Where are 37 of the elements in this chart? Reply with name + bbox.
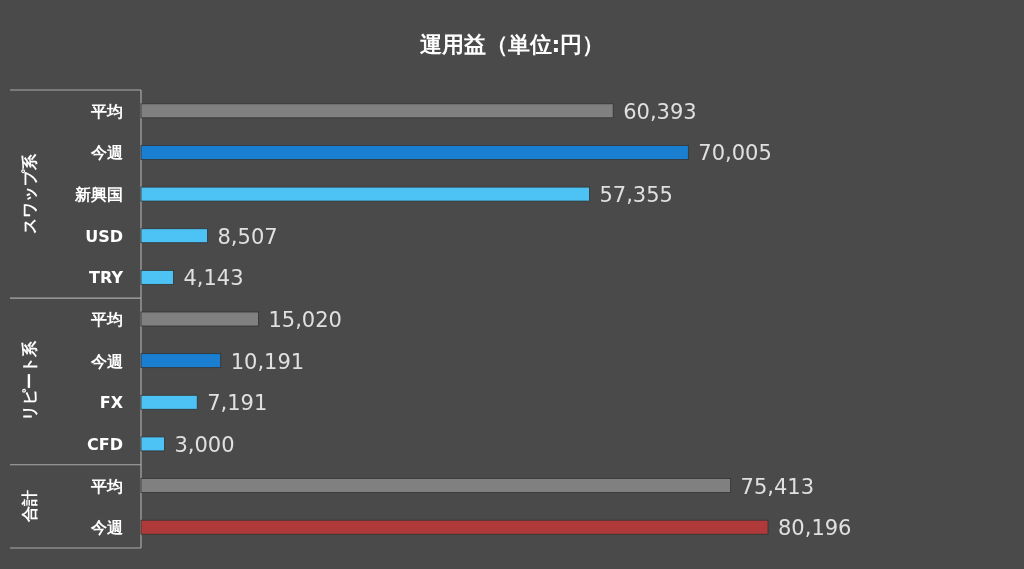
data-label: 57,355 bbox=[599, 183, 673, 208]
bar bbox=[140, 353, 222, 369]
bar bbox=[140, 311, 259, 327]
bar bbox=[140, 394, 198, 410]
y-tick-label: 平均 bbox=[90, 310, 123, 329]
y-tick-label: 今週 bbox=[90, 351, 124, 371]
chart-title: 運用益（単位:円） bbox=[419, 32, 605, 57]
data-label: 60,393 bbox=[623, 99, 697, 124]
data-label: 3,000 bbox=[174, 432, 235, 457]
y-tick-label: 平均 bbox=[90, 476, 123, 496]
bar bbox=[140, 478, 732, 493]
y-tick-label: TRY bbox=[89, 268, 124, 288]
data-label: 10,191 bbox=[230, 349, 305, 374]
bar bbox=[140, 228, 208, 244]
bar bbox=[140, 145, 689, 160]
y-tick-label: 平均 bbox=[90, 101, 123, 121]
text: リピート系 bbox=[20, 340, 39, 422]
data-label: 8,507 bbox=[217, 224, 278, 249]
y-tick-label: CFD bbox=[87, 434, 123, 454]
data-label: 80,196 bbox=[778, 516, 852, 541]
bar bbox=[140, 519, 769, 535]
bar bbox=[140, 269, 174, 285]
y-tick-label: 新興国 bbox=[74, 185, 123, 205]
y-tick-label: 今週 bbox=[90, 143, 124, 163]
bar bbox=[140, 186, 590, 202]
data-label: 70,005 bbox=[698, 141, 772, 166]
y-tick-label: FX bbox=[99, 393, 124, 413]
data-label: 75,413 bbox=[740, 474, 815, 499]
y-tick-label: USD bbox=[85, 226, 123, 246]
text: スワップ系 bbox=[20, 153, 39, 235]
bar bbox=[140, 436, 165, 452]
data-label: 7,191 bbox=[207, 391, 268, 416]
text: 合計 bbox=[20, 490, 39, 524]
bar bbox=[140, 103, 614, 119]
y-tick-label: 今週 bbox=[90, 518, 124, 538]
data-label: 4,143 bbox=[183, 266, 244, 291]
data-label: 15,020 bbox=[268, 308, 342, 332]
